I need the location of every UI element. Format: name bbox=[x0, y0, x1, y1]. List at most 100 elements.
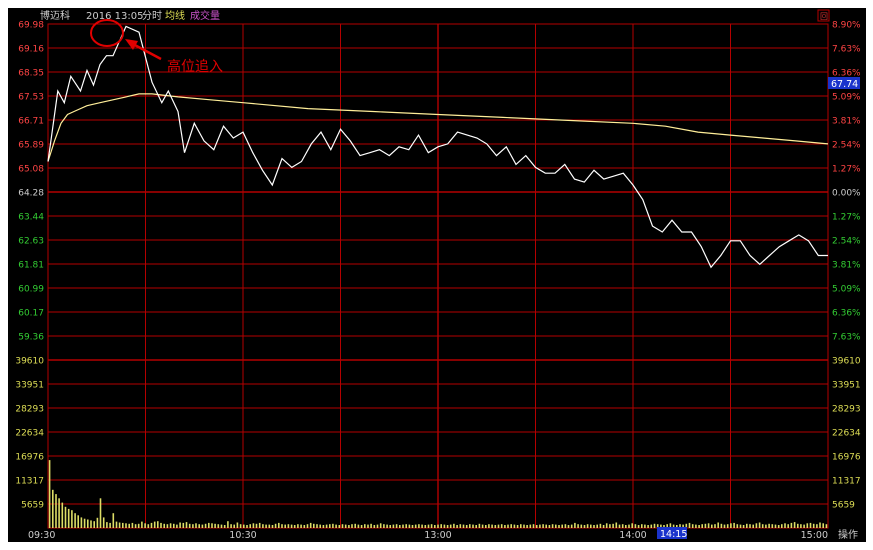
volume-bar bbox=[67, 508, 70, 528]
volume-bar bbox=[574, 522, 576, 528]
volume-bar bbox=[169, 523, 172, 528]
volume-bar bbox=[523, 524, 525, 528]
volume-bar bbox=[596, 524, 598, 528]
volume-bar bbox=[208, 522, 210, 528]
volume-bar bbox=[717, 522, 719, 528]
volume-bar bbox=[787, 524, 789, 528]
volume-bar bbox=[176, 524, 178, 528]
volume-bar bbox=[99, 498, 102, 528]
volume-bar bbox=[488, 524, 490, 528]
percent-tick-label: 1.27% bbox=[832, 213, 861, 223]
volume-bar bbox=[736, 524, 739, 528]
volume-bar bbox=[621, 524, 624, 528]
volume-bar bbox=[74, 513, 76, 528]
volume-bar bbox=[758, 522, 761, 528]
volume-bar bbox=[427, 524, 430, 528]
volume-bar bbox=[561, 524, 563, 528]
volume-bar bbox=[192, 524, 194, 528]
current-price-tag: 67.74 bbox=[828, 77, 860, 90]
volume-bar bbox=[344, 524, 347, 528]
volume-bar bbox=[185, 522, 188, 528]
volume-bar bbox=[701, 524, 703, 528]
header-tag-fenshi[interactable]: 分时 bbox=[142, 10, 162, 22]
volume-bar bbox=[424, 525, 427, 528]
volume-bar bbox=[481, 524, 484, 528]
volume-bar bbox=[418, 524, 420, 528]
volume-bar bbox=[405, 524, 407, 528]
volume-bar bbox=[443, 524, 446, 528]
time-tick-label: 10:30 bbox=[229, 530, 256, 541]
price-tick-label: 69.16 bbox=[18, 45, 44, 55]
percent-tick-label: 1.27% bbox=[832, 165, 861, 175]
volume-bar bbox=[290, 524, 293, 528]
price-tick-label: 65.89 bbox=[18, 141, 44, 151]
volume-bar bbox=[147, 524, 150, 528]
annotation-arrow-shaft bbox=[130, 41, 162, 61]
volume-bar bbox=[809, 522, 812, 528]
volume-bar bbox=[593, 525, 595, 528]
volume-bar bbox=[348, 525, 350, 528]
volume-bar bbox=[535, 525, 538, 528]
volume-bar bbox=[647, 525, 649, 528]
volume-bar bbox=[577, 524, 579, 528]
volume-bar bbox=[666, 524, 668, 528]
volume-bar bbox=[516, 525, 519, 528]
volume-tick-label-right: 22634 bbox=[832, 429, 861, 439]
corner-badge[interactable]: 回 bbox=[817, 9, 830, 22]
volume-bar bbox=[351, 524, 353, 528]
header-tag-volume[interactable]: 成交量 bbox=[190, 9, 220, 22]
header-tag-junxian[interactable]: 均线 bbox=[165, 9, 185, 22]
volume-bar bbox=[61, 502, 64, 528]
volume-bar bbox=[360, 525, 363, 528]
volume-bar bbox=[243, 524, 245, 528]
volume-bar bbox=[472, 524, 474, 528]
volume-bar bbox=[367, 524, 369, 528]
volume-tick-label: 22634 bbox=[15, 429, 44, 439]
volume-bar bbox=[402, 524, 404, 528]
volume-bar bbox=[287, 524, 290, 528]
volume-bar bbox=[386, 524, 388, 528]
price-tick-label: 62.63 bbox=[18, 237, 44, 247]
price-tick-label: 65.08 bbox=[18, 165, 44, 175]
volume-bar bbox=[720, 523, 723, 528]
volume-bar bbox=[583, 525, 586, 528]
volume-bar bbox=[395, 524, 398, 528]
volume-bar bbox=[822, 523, 824, 528]
volume-bar bbox=[793, 522, 796, 528]
volume-bar bbox=[449, 524, 452, 528]
volume-bar bbox=[676, 525, 678, 528]
price-tick-label: 59.36 bbox=[18, 333, 44, 343]
volume-bar bbox=[392, 524, 395, 528]
time-tick-label: 13:00 bbox=[424, 530, 451, 541]
volume-bar bbox=[322, 525, 325, 528]
volume-bar bbox=[453, 523, 455, 528]
price-tick-label: 66.71 bbox=[18, 117, 44, 127]
volume-bar bbox=[64, 506, 67, 528]
volume-bar bbox=[421, 524, 423, 528]
operate-button[interactable]: 操作 bbox=[838, 528, 858, 541]
volume-bar bbox=[134, 524, 137, 528]
volume-bar bbox=[303, 525, 306, 528]
volume-bar bbox=[739, 524, 742, 528]
stock-name: 博迈科 bbox=[40, 9, 70, 22]
volume-bar bbox=[414, 524, 417, 528]
volume-bar bbox=[109, 522, 111, 528]
current-price-label: 67.74 bbox=[831, 79, 858, 90]
volume-bar bbox=[459, 524, 462, 528]
volume-bar bbox=[777, 525, 780, 528]
volume-tick-label-right: 33951 bbox=[832, 381, 861, 391]
volume-bar bbox=[173, 523, 175, 528]
volume-bar bbox=[695, 524, 697, 528]
volume-bar bbox=[771, 524, 774, 528]
price-tick-label: 67.53 bbox=[18, 93, 44, 103]
volume-bar bbox=[55, 494, 57, 528]
volume-bar bbox=[456, 525, 458, 528]
price-tick-label: 60.17 bbox=[18, 309, 44, 319]
volume-bar bbox=[122, 522, 124, 528]
volume-tick-label: 33951 bbox=[15, 381, 44, 391]
volume-bar bbox=[520, 524, 522, 528]
price-tick-label: 61.81 bbox=[18, 261, 44, 271]
volume-bar bbox=[364, 524, 366, 528]
